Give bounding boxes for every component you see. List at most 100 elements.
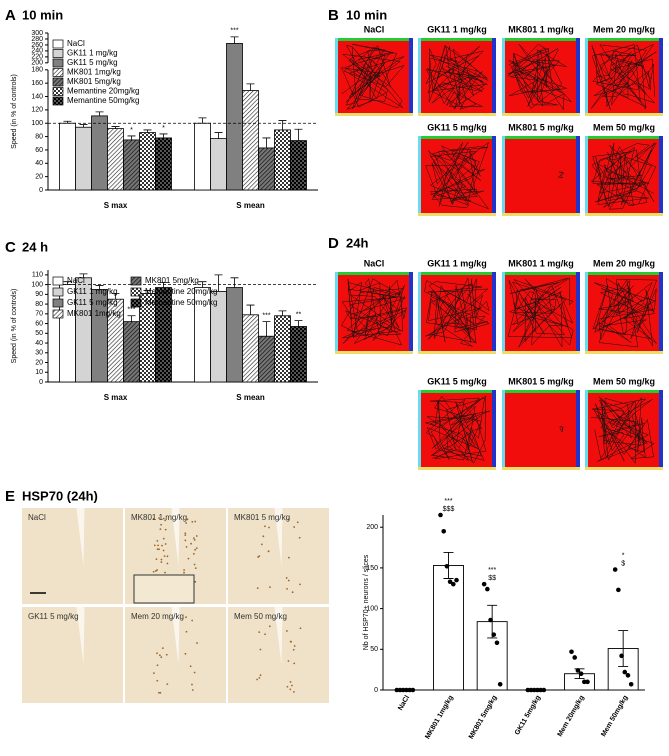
arena bbox=[585, 38, 663, 116]
data-point bbox=[488, 617, 493, 623]
arena bbox=[585, 272, 663, 354]
data-point bbox=[575, 668, 581, 673]
significance: *** bbox=[444, 498, 452, 505]
data-point bbox=[400, 687, 406, 693]
stained-cell bbox=[156, 679, 159, 682]
data-point bbox=[485, 586, 490, 592]
legend-swatch bbox=[52, 39, 64, 49]
arena-edge bbox=[418, 38, 496, 41]
arena-edge bbox=[585, 136, 588, 216]
arena bbox=[585, 390, 663, 470]
bar bbox=[274, 315, 291, 383]
significance: $$ bbox=[488, 575, 496, 582]
stained-cell bbox=[165, 653, 168, 656]
data-point bbox=[397, 687, 403, 693]
data-point bbox=[494, 640, 500, 646]
significance: * bbox=[622, 552, 625, 559]
data-point bbox=[569, 649, 574, 655]
stained-cell bbox=[158, 691, 160, 694]
stained-cell bbox=[289, 688, 292, 691]
stained-cell bbox=[156, 569, 158, 571]
stained-cell bbox=[153, 544, 156, 547]
stained-cell bbox=[256, 587, 259, 589]
trajectory-tile bbox=[502, 390, 580, 470]
y-tick-label: 280 bbox=[31, 36, 43, 43]
error-bar bbox=[214, 132, 223, 139]
error-bar bbox=[278, 310, 287, 316]
y-tick-label: 40 bbox=[35, 160, 43, 167]
stained-cell bbox=[289, 640, 292, 643]
x-tick-label: MK801 5mg/kg bbox=[468, 694, 499, 740]
bar bbox=[433, 565, 464, 691]
bar bbox=[242, 314, 259, 383]
tile-label: MK801 1 mg/kg bbox=[508, 24, 574, 34]
ventricle bbox=[274, 508, 283, 566]
arena-edge bbox=[585, 467, 663, 470]
x-tick-label: NaCl bbox=[397, 694, 411, 711]
arena-edge bbox=[335, 351, 413, 354]
stained-cell bbox=[195, 535, 198, 537]
arena-edge bbox=[502, 272, 505, 354]
error-bar bbox=[294, 128, 303, 141]
stained-cell bbox=[162, 537, 165, 540]
arena-edge bbox=[335, 113, 413, 116]
arena bbox=[335, 272, 413, 354]
data-point bbox=[578, 671, 584, 677]
bar bbox=[210, 138, 227, 191]
legend-label: MK801 5mg/kg bbox=[67, 77, 121, 86]
legend-label: MK801 1mg/kg bbox=[67, 309, 121, 318]
significance: *** bbox=[127, 307, 135, 314]
arena-edge bbox=[659, 390, 663, 470]
arena-edge bbox=[418, 351, 496, 354]
arena-edge bbox=[585, 213, 663, 216]
arena-edge bbox=[502, 272, 580, 275]
arena-edge bbox=[502, 38, 505, 116]
trajectory bbox=[559, 425, 564, 432]
stained-cell bbox=[193, 671, 196, 674]
significance: * bbox=[162, 125, 165, 132]
legend-label: MK801 5mg/kg bbox=[145, 276, 199, 285]
y-tick-label: 100 bbox=[366, 605, 378, 612]
panel-letter: C bbox=[5, 239, 16, 256]
stained-cell bbox=[194, 580, 197, 583]
y-tick-label: 220 bbox=[31, 54, 43, 61]
stained-cell bbox=[161, 647, 164, 650]
arena-edge bbox=[418, 390, 496, 393]
legend-swatch bbox=[52, 87, 64, 96]
arena-edge bbox=[418, 272, 496, 275]
error-bar bbox=[127, 135, 136, 140]
stained-cell bbox=[184, 532, 187, 535]
error-bar bbox=[262, 137, 271, 148]
stained-cell bbox=[156, 652, 158, 655]
stained-cell bbox=[185, 630, 188, 633]
stained-cell bbox=[288, 556, 290, 559]
ventricle bbox=[76, 508, 85, 566]
trajectory bbox=[507, 277, 574, 349]
data-point bbox=[619, 653, 624, 659]
stained-cell bbox=[285, 577, 288, 579]
arena-edge bbox=[585, 272, 588, 354]
data-point bbox=[528, 687, 534, 693]
trajectory bbox=[590, 142, 657, 210]
trajectory bbox=[592, 278, 657, 348]
stained-cell bbox=[156, 664, 159, 667]
arena-edge bbox=[492, 38, 496, 116]
legend-swatch bbox=[130, 287, 142, 297]
data-point bbox=[481, 581, 487, 587]
bar bbox=[139, 132, 156, 191]
arena-edge bbox=[418, 390, 421, 470]
error-bar bbox=[127, 315, 136, 322]
arena bbox=[502, 390, 580, 470]
y-tick-label: 90 bbox=[35, 291, 43, 298]
panel-letter: A bbox=[5, 7, 16, 24]
y-tick-label: 30 bbox=[35, 350, 43, 357]
legend-swatch bbox=[130, 276, 142, 286]
stained-cell bbox=[184, 652, 187, 655]
legend-label: Memantine 50mg/kg bbox=[67, 96, 139, 105]
data-point bbox=[438, 512, 443, 518]
bar bbox=[194, 122, 211, 191]
stained-cell bbox=[163, 555, 166, 558]
trajectory-tile bbox=[585, 38, 663, 116]
y-tick-label: 50 bbox=[370, 646, 378, 653]
stained-cell bbox=[160, 523, 163, 526]
